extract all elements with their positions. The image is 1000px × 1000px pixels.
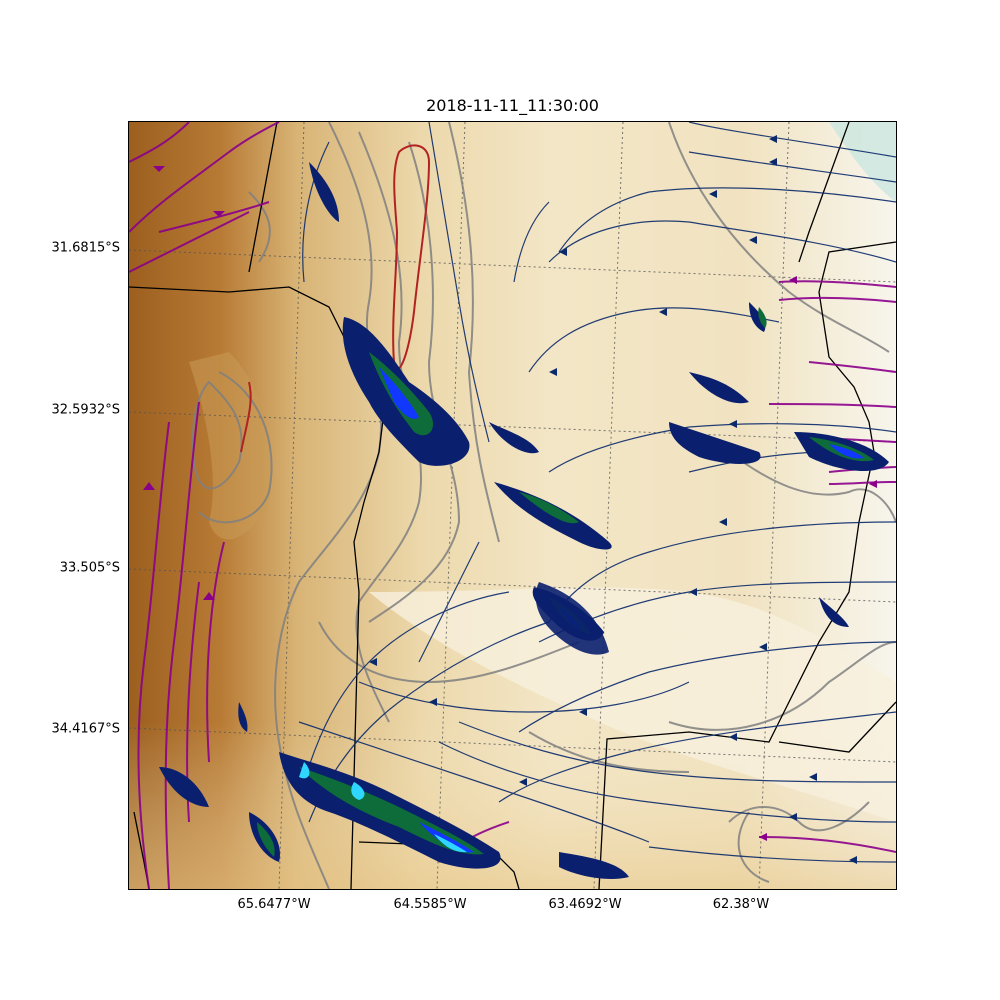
lat-label-3: 33.505°S xyxy=(59,560,120,576)
strong-streamline-arrows xyxy=(143,166,877,841)
lat-label-2: 32.5932°S xyxy=(51,402,120,418)
terrain-coast-tint xyxy=(829,122,896,202)
lat-label-4: 34.4167°S xyxy=(51,721,120,737)
map-canvas xyxy=(129,122,896,889)
lon-label-1: 65.6477°W xyxy=(237,897,311,912)
map-title: 2018-11-11_11:30:00 xyxy=(426,96,599,115)
streamline-arrows xyxy=(369,135,857,864)
radar-reflectivity xyxy=(159,162,889,879)
lon-label-3: 63.4692°W xyxy=(548,897,622,912)
lat-label-1: 31.6815°S xyxy=(51,240,120,256)
ridge-contour xyxy=(240,144,431,453)
streamlines-weak xyxy=(298,122,896,863)
lon-label-4: 62.38°W xyxy=(712,897,770,912)
lon-label-2: 64.5585°W xyxy=(393,897,467,912)
streamlines-strong xyxy=(129,122,896,889)
map-panel[interactable] xyxy=(128,121,897,890)
